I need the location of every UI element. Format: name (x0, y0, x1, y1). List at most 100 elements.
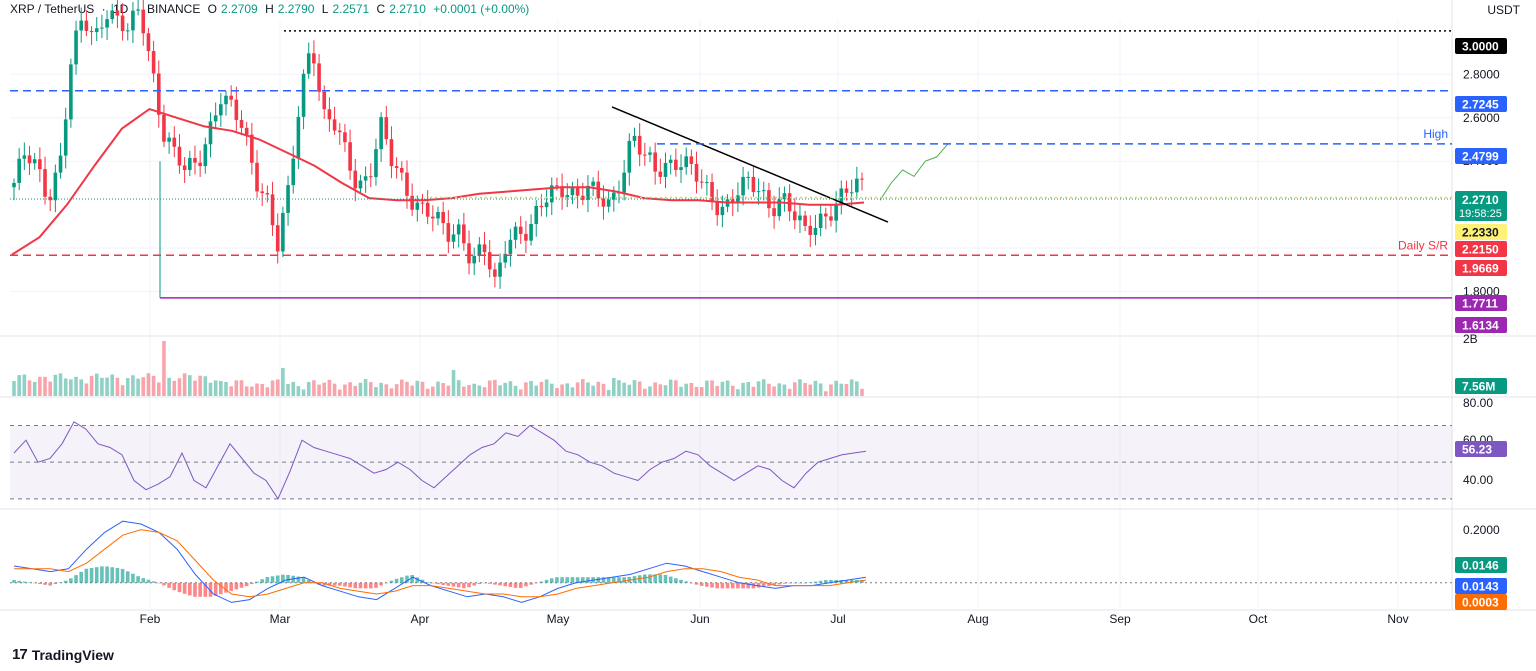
level-price-label: 3.0000 (1462, 40, 1499, 54)
candle-body (539, 205, 544, 208)
volume-bar (203, 376, 208, 396)
candle-body (860, 178, 864, 180)
volume-bar (172, 380, 177, 396)
macd-histogram-bar (53, 582, 58, 584)
candle-body (477, 244, 482, 257)
candle-body (751, 176, 756, 193)
candle-body (699, 181, 704, 183)
x-tick-label: Feb (140, 612, 161, 626)
candle-body (270, 194, 275, 226)
volume-bar (146, 373, 151, 396)
volume-bar (270, 380, 275, 396)
volume-bar (586, 382, 590, 396)
volume-bar (332, 383, 337, 396)
candle-body (498, 262, 502, 277)
macd-histogram-bar (849, 580, 854, 583)
candle-body (229, 95, 233, 100)
volume-bar (715, 386, 720, 396)
x-tick-label: Aug (967, 612, 988, 626)
pair-label[interactable]: XRP / TetherUS (10, 2, 95, 16)
volume-bar (234, 380, 239, 396)
macd-histogram-bar (436, 582, 440, 585)
volume-bar (498, 385, 502, 396)
candle-body (503, 253, 508, 263)
level-note: High (1423, 127, 1448, 141)
candle-body (772, 208, 776, 217)
macd-histogram-bar (389, 580, 394, 583)
volume-bar (348, 382, 352, 396)
volume-bar (580, 379, 585, 396)
volume-bar (632, 380, 637, 396)
macd-histogram-bar (358, 582, 363, 589)
macd-histogram-bar (565, 577, 570, 583)
candle-body (663, 162, 668, 177)
candle-body (358, 180, 363, 189)
volume-bar (689, 382, 694, 396)
candle-body (69, 64, 73, 120)
candle-body (518, 226, 523, 234)
candle-body (208, 121, 213, 145)
candle-body (586, 185, 590, 200)
macd-histogram-bar (322, 582, 327, 586)
currency-label[interactable]: USDT (1487, 3, 1520, 17)
candle-body (513, 226, 518, 240)
x-tick-label: Apr (411, 612, 430, 626)
macd-histogram-bar (17, 580, 21, 583)
macd-histogram-bar (337, 582, 342, 586)
tradingview-brand[interactable]: 17 TradingView (12, 646, 114, 663)
macd-histogram-bar (456, 582, 461, 588)
macd-histogram-bar (575, 577, 580, 583)
descending-trendline (611, 106, 889, 223)
volume-bar (818, 383, 823, 396)
candle-body (63, 119, 68, 156)
volume-bar (813, 380, 818, 396)
candle-body (244, 127, 249, 135)
volume-bar (156, 382, 161, 396)
candle-body (679, 167, 683, 170)
macd-histogram-bar (736, 582, 740, 589)
macd-histogram-bar (705, 582, 709, 587)
candle-body (482, 244, 487, 253)
volume-bar (74, 376, 78, 396)
candle-body (275, 225, 280, 252)
volume-bar (208, 382, 213, 396)
macd-histogram-bar (472, 582, 476, 586)
volume-bar (751, 386, 756, 396)
candle-body (549, 185, 554, 203)
volume-bar (658, 384, 663, 396)
projection-path (879, 143, 949, 201)
volume-bar (286, 384, 290, 396)
candle-body (596, 181, 601, 199)
macd-histogram-bar (281, 574, 285, 583)
candle-body (524, 233, 528, 241)
volume-bar (782, 384, 787, 396)
macd-histogram-bar (431, 582, 435, 584)
macd-histogram-bar (539, 581, 544, 583)
volume-bar (177, 378, 182, 396)
candle-body (710, 182, 714, 203)
volume-bar (255, 383, 259, 396)
macd-histogram-bar (368, 582, 373, 589)
volume-bar (487, 380, 492, 396)
candle-body (260, 191, 264, 194)
candle-body (105, 19, 109, 28)
countdown-label: 19:58:25 (1459, 208, 1502, 220)
candle-body (849, 192, 854, 194)
macd-histogram-bar (782, 582, 787, 584)
candle-body (798, 215, 802, 221)
candle-body (689, 156, 694, 164)
candle-body (348, 142, 352, 171)
macd-histogram-bar (136, 576, 140, 583)
macd-histogram-bar (343, 582, 347, 587)
level-price-label-box (1455, 148, 1507, 164)
macd-histogram-bar (684, 581, 688, 583)
candle-body (188, 158, 192, 171)
moving-average-line (11, 107, 865, 256)
candle-body (565, 195, 570, 198)
volume-bar (296, 386, 301, 396)
macd-histogram-bar (265, 577, 270, 583)
macd-histogram-bar (462, 582, 466, 589)
macd-histogram-bar (441, 582, 445, 586)
price-tick-label: 2.6000 (1463, 111, 1500, 125)
